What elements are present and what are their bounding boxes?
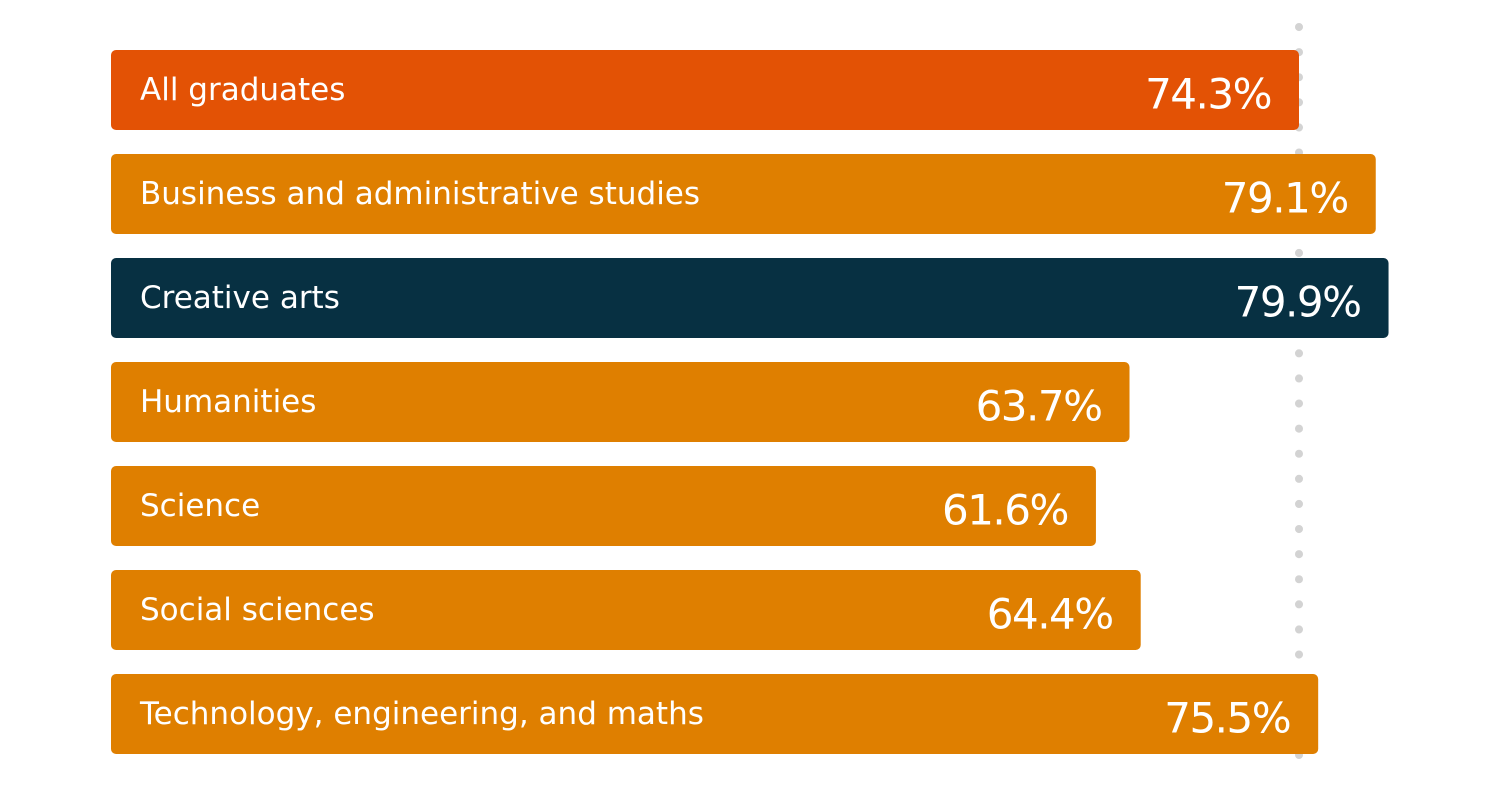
bar-group: Business and administrative studies 79.1% <box>111 154 1376 234</box>
bar <box>111 362 1130 442</box>
bar-group: Humanities 63.7% <box>111 362 1130 442</box>
value-label: 64.4% <box>987 590 1113 639</box>
category-label: Humanities <box>140 384 316 420</box>
category-label: Business and administrative studies <box>140 176 700 212</box>
bar-group: Technology, engineering, and maths 75.5% <box>111 674 1319 754</box>
bar <box>111 258 1389 338</box>
value-label: 74.3% <box>1145 70 1271 119</box>
category-label: Creative arts <box>140 280 340 316</box>
value-label: 79.9% <box>1235 278 1361 327</box>
bar <box>111 674 1319 754</box>
category-label: All graduates <box>140 72 345 108</box>
value-label: 61.6% <box>942 486 1068 535</box>
bar-group: Social sciences 64.4% <box>111 570 1141 650</box>
value-label: 75.5% <box>1164 694 1290 743</box>
value-label: 63.7% <box>976 382 1102 431</box>
value-label: 79.1% <box>1222 174 1348 223</box>
bar-group: Creative arts 79.9% <box>111 258 1389 338</box>
category-label: Technology, engineering, and maths <box>139 696 704 732</box>
bar <box>111 466 1096 546</box>
bar-group: All graduates 74.3% <box>111 50 1299 130</box>
bars: All graduates 74.3% Business and administr… <box>111 50 1389 754</box>
bar <box>111 50 1299 130</box>
category-label: Science <box>140 488 260 524</box>
category-label: Social sciences <box>140 592 375 628</box>
bar <box>111 570 1141 650</box>
bar <box>111 154 1376 234</box>
bar-group: Science 61.6% <box>111 466 1096 546</box>
